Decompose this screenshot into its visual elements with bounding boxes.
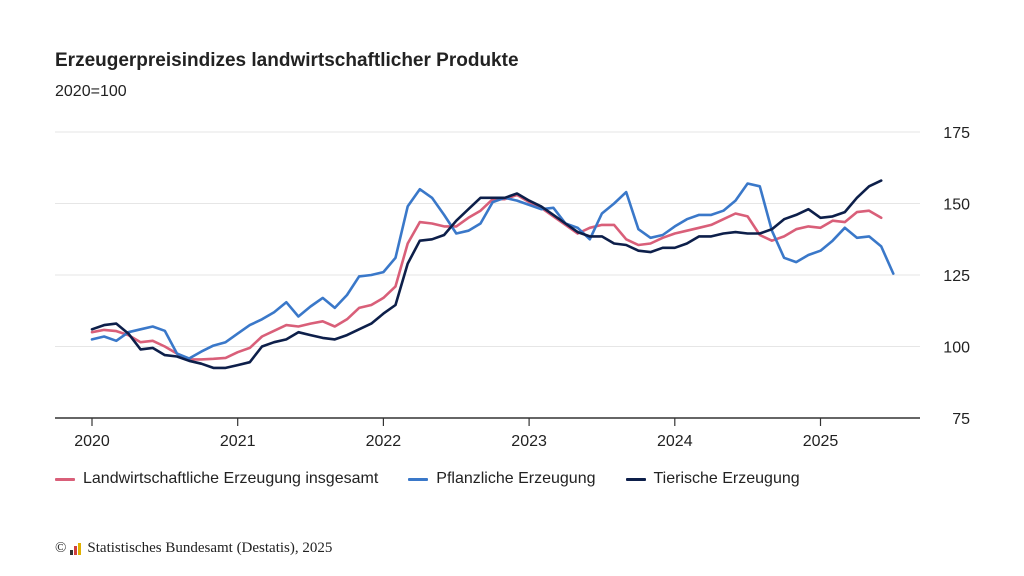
source-footer: © Statistisches Bundesamt (Destatis), 20… — [55, 540, 332, 557]
y-tick-label: 175 — [943, 125, 970, 142]
legend-label: Landwirtschaftliche Erzeugung insgesamt — [83, 470, 379, 487]
grid-lines — [55, 131, 920, 347]
x-tick-label: 2023 — [511, 433, 547, 450]
legend-swatch — [408, 477, 429, 481]
x-tick-label: 2025 — [803, 433, 839, 450]
x-axis — [55, 417, 920, 426]
legend-item-tierisch[interactable]: Tierische Erzeugung — [625, 470, 800, 488]
y-tick-label: 125 — [943, 268, 970, 285]
series-line-pflanzlich — [90, 182, 895, 360]
series-line-insgesamt — [90, 193, 883, 361]
destatis-logo-icon — [70, 542, 82, 555]
series-lines — [90, 179, 895, 370]
x-tick-label: 2020 — [74, 433, 110, 450]
chart-title: Erzeugerpreisindizes landwirtschaftliche… — [55, 50, 519, 71]
legend-swatch — [625, 477, 646, 481]
x-tick-label: 2024 — [657, 433, 693, 450]
y-tick-label: 150 — [943, 197, 970, 214]
copyright-symbol: © — [55, 540, 67, 556]
legend-item-pflanzlich[interactable]: Pflanzliche Erzeugung — [408, 470, 596, 488]
legend-label: Pflanzliche Erzeugung — [436, 470, 596, 487]
x-tick-label: 2021 — [220, 433, 256, 450]
y-tick-label: 75 — [952, 411, 970, 428]
chart-subtitle: 2020=100 — [55, 83, 127, 100]
legend-item-insgesamt[interactable]: Landwirtschaftliche Erzeugung insgesamt — [55, 470, 378, 488]
legend-label: Tierische Erzeugung — [653, 470, 800, 487]
legend: Landwirtschaftliche Erzeugung insgesamt … — [55, 470, 830, 488]
x-tick-label: 2022 — [366, 433, 402, 450]
y-tick-label: 100 — [943, 340, 970, 357]
source-text: Statistisches Bundesamt (Destatis), 2025 — [87, 540, 333, 556]
legend-swatch — [55, 477, 75, 481]
x-tick-labels: 2020 2021 2022 2023 2024 2025 — [74, 433, 838, 450]
series-line-tierisch — [90, 179, 883, 370]
y-tick-labels: 175 150 125 100 75 — [943, 125, 970, 428]
